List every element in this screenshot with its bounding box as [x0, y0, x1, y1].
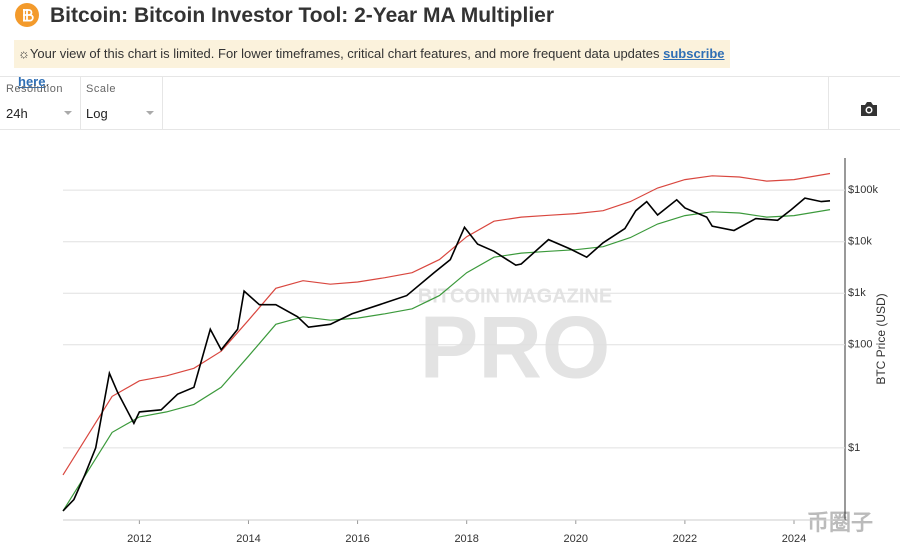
- bitcoin-icon: [15, 3, 39, 27]
- x-tick-label: 2024: [782, 533, 806, 545]
- series-line: [62, 197, 831, 512]
- y-tick-label: $1: [848, 442, 860, 454]
- toolbar: Resolution 24h Scale Log: [0, 76, 900, 130]
- y-axis-label: BTC Price (USD): [874, 293, 888, 384]
- watermark: BITCOIN MAGAZINE: [418, 285, 612, 307]
- chart: BITCOIN MAGAZINE PRO 币圈子 $1 $100 $1k $10k $1…: [62, 158, 888, 545]
- x-tick-label: 2018: [454, 533, 478, 545]
- scale-select[interactable]: Scale Log: [80, 77, 163, 129]
- control-label: Resolution: [6, 83, 63, 95]
- resolution-select[interactable]: Resolution 24h: [0, 77, 81, 129]
- y-tick-label: $100: [848, 339, 872, 351]
- series-line: [62, 172, 831, 476]
- x-tick-label: 2016: [345, 533, 369, 545]
- control-value: 24h: [6, 106, 28, 121]
- page-title: Bitcoin: Bitcoin Investor Tool: 2-Year M…: [50, 4, 555, 27]
- watermark: PRO: [420, 297, 611, 396]
- x-tick-label: 2022: [673, 533, 697, 545]
- subscribe-link[interactable]: subscribe here: [18, 46, 725, 89]
- control-value: Log: [86, 106, 108, 121]
- corner-logo: 币圈子: [807, 510, 873, 535]
- x-tick-label: 2014: [236, 533, 260, 545]
- camera-button[interactable]: [860, 101, 878, 117]
- x-tick-label: 2020: [564, 533, 588, 545]
- notice: ☼Your view of this chart is limited. For…: [14, 40, 730, 89]
- y-tick-label: $10k: [848, 236, 872, 248]
- y-tick-label: $1k: [848, 287, 866, 299]
- control-label: Scale: [86, 83, 117, 95]
- x-tick-label: 2012: [127, 533, 151, 545]
- notice-end: .: [45, 74, 50, 89]
- y-tick-label: $100k: [848, 184, 878, 196]
- notice-text: ☼Your view of this chart is limited. For…: [18, 46, 664, 61]
